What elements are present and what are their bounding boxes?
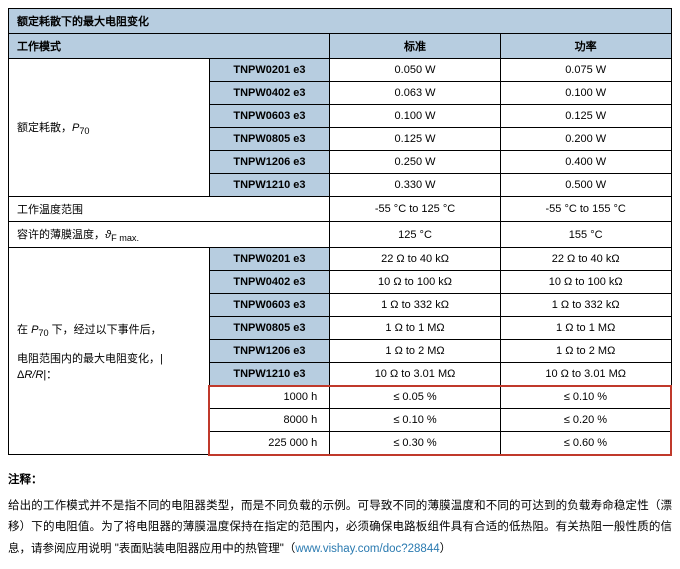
value-cell: 0.330 W xyxy=(330,174,501,197)
notes-body: 给出的工作模式并不是指不同的电阻器类型，而是不同负载的示例。可导致不同的薄膜温度… xyxy=(8,496,672,562)
table-title-row: 额定耗散下的最大电阻变化 xyxy=(9,9,672,34)
table-title: 额定耗散下的最大电阻变化 xyxy=(9,9,672,34)
value-cell: 125 °C xyxy=(330,222,501,248)
value-cell: 22 Ω to 40 kΩ xyxy=(500,248,671,271)
value-cell: ≤ 0.30 % xyxy=(330,432,501,455)
model-cell: TNPW0805 e3 xyxy=(209,317,329,340)
col-mode: 工作模式 xyxy=(9,34,330,59)
drift-label: 在 P70 下，经过以下事件后，电阻范围内的最大电阻变化，|ΔR/R|： xyxy=(9,248,210,455)
value-cell: 0.500 W xyxy=(500,174,671,197)
value-cell: 1 Ω to 332 kΩ xyxy=(330,294,501,317)
model-cell: TNPW0603 e3 xyxy=(209,294,329,317)
model-cell: TNPW0201 e3 xyxy=(209,59,329,82)
value-cell: ≤ 0.20 % xyxy=(500,409,671,432)
notes-link[interactable]: www.vishay.com/doc?28844 xyxy=(295,543,439,555)
model-cell: TNPW0805 e3 xyxy=(209,128,329,151)
value-cell: 0.250 W xyxy=(330,151,501,174)
value-cell: 0.050 W xyxy=(330,59,501,82)
model-cell: TNPW0402 e3 xyxy=(209,271,329,294)
value-cell: ≤ 0.05 % xyxy=(330,386,501,409)
hours-cell: 225 000 h xyxy=(209,432,329,455)
col-standard: 标准 xyxy=(330,34,501,59)
model-cell: TNPW1206 e3 xyxy=(209,151,329,174)
value-cell: 10 Ω to 3.01 MΩ xyxy=(500,363,671,386)
value-cell: 1 Ω to 2 MΩ xyxy=(500,340,671,363)
value-cell: ≤ 0.60 % xyxy=(500,432,671,455)
table-header-row: 工作模式 标准 功率 xyxy=(9,34,672,59)
hours-cell: 8000 h xyxy=(209,409,329,432)
value-cell: 0.200 W xyxy=(500,128,671,151)
hours-cell: 1000 h xyxy=(209,386,329,409)
value-cell: 0.400 W xyxy=(500,151,671,174)
table-row: 工作温度范围 -55 °C to 125 °C -55 °C to 155 °C xyxy=(9,197,672,222)
model-cell: TNPW1206 e3 xyxy=(209,340,329,363)
value-cell: 22 Ω to 40 kΩ xyxy=(330,248,501,271)
value-cell: ≤ 0.10 % xyxy=(500,386,671,409)
value-cell: 1 Ω to 1 MΩ xyxy=(330,317,501,340)
dissipation-label: 额定耗散，P70 xyxy=(9,59,210,197)
col-power: 功率 xyxy=(500,34,671,59)
model-cell: TNPW1210 e3 xyxy=(209,174,329,197)
value-cell: 10 Ω to 3.01 MΩ xyxy=(330,363,501,386)
notes-title: 注释： xyxy=(8,470,672,492)
value-cell: ≤ 0.10 % xyxy=(330,409,501,432)
spec-table: 额定耗散下的最大电阻变化 工作模式 标准 功率 额定耗散，P70 TNPW020… xyxy=(8,8,672,456)
model-cell: TNPW0402 e3 xyxy=(209,82,329,105)
value-cell: 155 °C xyxy=(500,222,671,248)
value-cell: 10 Ω to 100 kΩ xyxy=(500,271,671,294)
value-cell: 0.100 W xyxy=(500,82,671,105)
value-cell: 1 Ω to 1 MΩ xyxy=(500,317,671,340)
value-cell: 10 Ω to 100 kΩ xyxy=(330,271,501,294)
notes-text-post: ） xyxy=(440,543,452,555)
value-cell: 1 Ω to 2 MΩ xyxy=(330,340,501,363)
notes-section: 注释： 给出的工作模式并不是指不同的电阻器类型，而是不同负载的示例。可导致不同的… xyxy=(8,470,672,561)
value-cell: 0.125 W xyxy=(330,128,501,151)
value-cell: 0.063 W xyxy=(330,82,501,105)
model-cell: TNPW0603 e3 xyxy=(209,105,329,128)
film-temp-label: 容许的薄膜温度，ϑF max. xyxy=(9,222,330,248)
value-cell: 1 Ω to 332 kΩ xyxy=(500,294,671,317)
table-row: 额定耗散，P70 TNPW0201 e3 0.050 W 0.075 W xyxy=(9,59,672,82)
table-row: 容许的薄膜温度，ϑF max. 125 °C 155 °C xyxy=(9,222,672,248)
table-row: 在 P70 下，经过以下事件后，电阻范围内的最大电阻变化，|ΔR/R|： TNP… xyxy=(9,248,672,271)
value-cell: 0.125 W xyxy=(500,105,671,128)
value-cell: 0.075 W xyxy=(500,59,671,82)
value-cell: -55 °C to 125 °C xyxy=(330,197,501,222)
model-cell: TNPW1210 e3 xyxy=(209,363,329,386)
value-cell: 0.100 W xyxy=(330,105,501,128)
value-cell: -55 °C to 155 °C xyxy=(500,197,671,222)
temp-range-label: 工作温度范围 xyxy=(9,197,330,222)
model-cell: TNPW0201 e3 xyxy=(209,248,329,271)
